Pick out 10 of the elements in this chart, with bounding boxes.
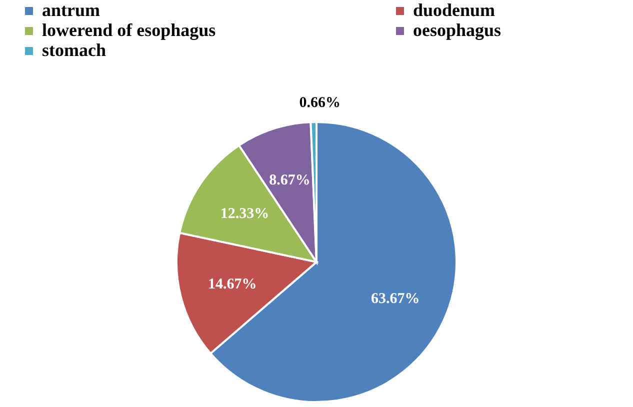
legend-label: lowerend of esophagus xyxy=(42,20,216,40)
data-label: 63.67% xyxy=(371,291,420,308)
legend-label: duodenum xyxy=(413,0,496,20)
data-label: 12.33% xyxy=(220,206,270,222)
data-label: 8.67% xyxy=(269,172,310,188)
legend-label: antrum xyxy=(42,0,100,20)
data-label: 14.67% xyxy=(208,276,257,293)
data-label: 0.66% xyxy=(299,95,340,112)
legend-label: stomach xyxy=(42,40,106,60)
legend-label: oesophagus xyxy=(413,20,502,40)
